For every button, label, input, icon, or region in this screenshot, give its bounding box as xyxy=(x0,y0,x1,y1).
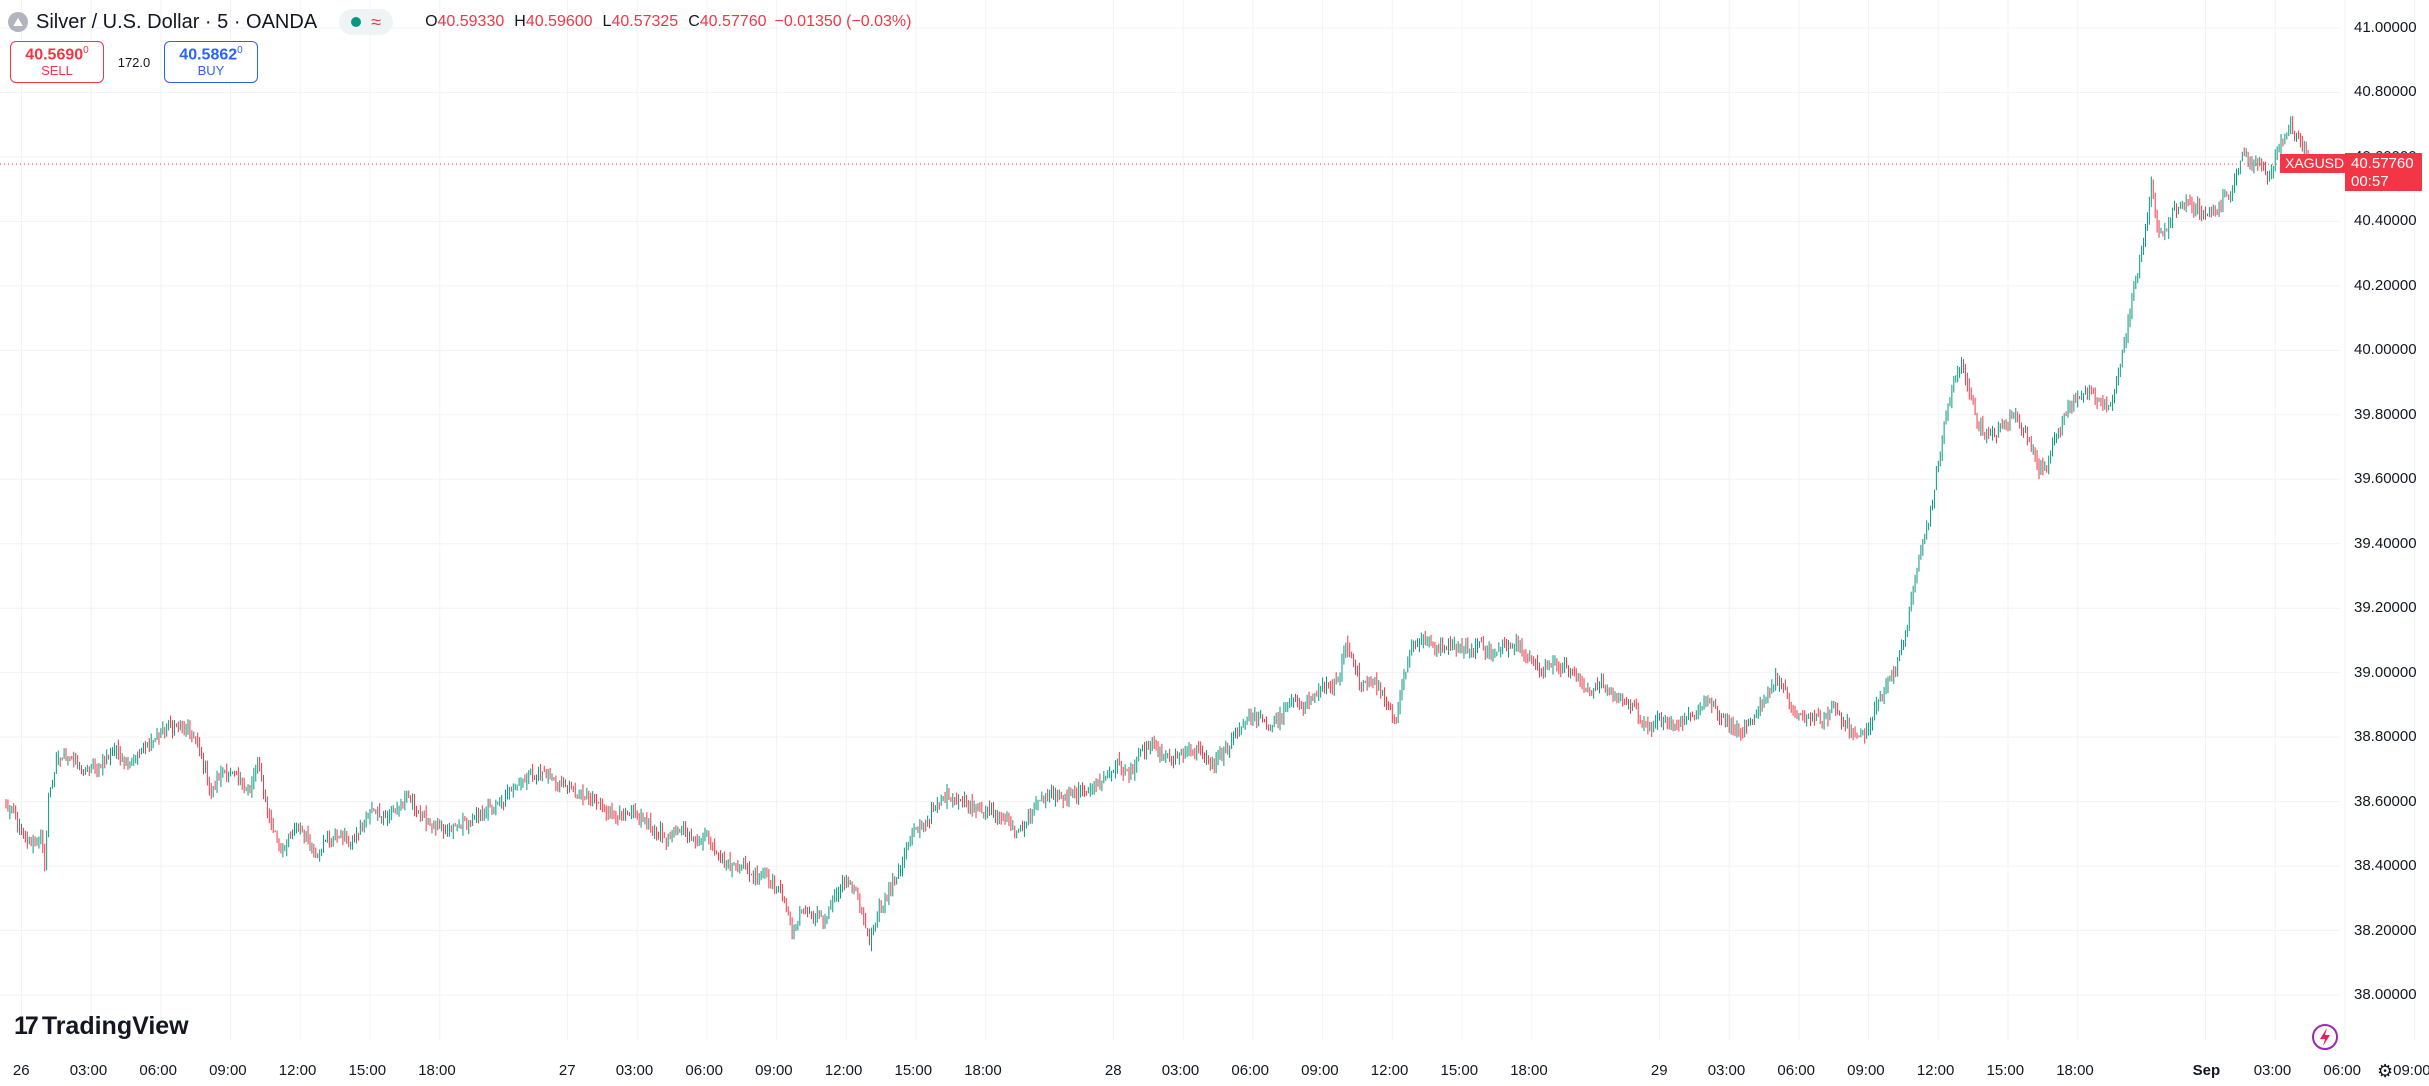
close-label: C xyxy=(688,13,700,30)
time-tick-label: 15:00 xyxy=(1440,1062,1479,1079)
time-tick-label: 12:00 xyxy=(1370,1062,1409,1079)
silver-symbol-icon[interactable]: ⛰ xyxy=(8,12,28,32)
time-tick-label: 06:00 xyxy=(1777,1062,1815,1079)
buy-button[interactable]: 40.58620 BUY xyxy=(164,41,258,83)
open-label: O xyxy=(425,13,438,30)
sell-label: SELL xyxy=(41,63,73,79)
price-tick-label: 40.00000 xyxy=(2354,341,2417,359)
time-tick-label: 03:00 xyxy=(2253,1062,2292,1079)
time-tick-label: 06:00 xyxy=(139,1062,177,1079)
time-tick-label: 15:00 xyxy=(1986,1062,2025,1079)
time-tick-label: 06:00 xyxy=(1231,1062,1269,1079)
time-tick-label: 12:00 xyxy=(1916,1062,1955,1079)
bar-countdown: 00:57 xyxy=(2351,173,2389,190)
price-tick-label: 38.40000 xyxy=(2354,857,2417,875)
price-tick-label: 40.40000 xyxy=(2354,212,2417,230)
last-price-tag: 40.57760 00:57 xyxy=(2345,153,2422,191)
ohlc-readout: O 40.59330 H 40.59600 L 40.57325 C 40.57760 … xyxy=(415,13,911,31)
trade-panel: 40.56900 SELL 172.0 40.58620 BUY xyxy=(10,41,258,83)
time-tick-label: 12:00 xyxy=(278,1062,317,1079)
price-tick-label: 39.20000 xyxy=(2354,599,2417,617)
symbol-header: ⛰ Silver / U.S. Dollar · 5 · OANDA ≈ O 40… xyxy=(8,8,911,36)
time-tick-label: 29 xyxy=(1650,1062,1668,1079)
price-tick-label: 39.60000 xyxy=(2354,470,2417,488)
time-tick-label: 03:00 xyxy=(1707,1062,1746,1079)
candle-series xyxy=(5,115,2313,952)
time-tick-label: 03:00 xyxy=(1161,1062,1200,1079)
time-tick-label: 15:00 xyxy=(348,1062,387,1079)
low-label: L xyxy=(602,13,612,30)
symbol-price-tag: XAGUSD xyxy=(2280,154,2350,173)
market-status-pill[interactable]: ≈ xyxy=(339,9,394,35)
sell-price: 40.56900 xyxy=(25,45,89,64)
symbol-title[interactable]: Silver / U.S. Dollar · 5 · OANDA xyxy=(36,10,318,33)
brand-name: TradingView xyxy=(41,1012,189,1040)
time-tick-label: 12:00 xyxy=(824,1062,863,1079)
time-tick-label: 18:00 xyxy=(964,1062,1002,1079)
time-tick-label: 27 xyxy=(558,1062,576,1079)
low-value: 40.57325 xyxy=(611,13,679,30)
change-value: −0.01350 (−0.03%) xyxy=(774,13,912,30)
price-tick-label: 40.20000 xyxy=(2354,276,2417,294)
time-tick-label: 28 xyxy=(1104,1062,1122,1079)
time-tick-label: 03:00 xyxy=(615,1062,654,1079)
last-price-value: 40.57760 xyxy=(2351,155,2414,172)
price-tick-label: 38.20000 xyxy=(2354,921,2417,939)
market-open-dot-icon xyxy=(351,17,362,27)
sell-button[interactable]: 40.56900 SELL xyxy=(10,41,104,83)
tradingview-logo[interactable]: 17 TradingView xyxy=(14,1012,189,1041)
lightning-icon[interactable] xyxy=(2310,1022,2340,1052)
high-label: H xyxy=(514,13,526,30)
time-tick-label: 26 xyxy=(12,1062,30,1079)
time-tick-label: Sep xyxy=(2192,1062,2221,1079)
high-value: 40.59600 xyxy=(525,13,593,30)
chart-grid xyxy=(0,0,2416,1040)
price-tick-label: 38.80000 xyxy=(2354,728,2417,746)
time-tick-label: 09:00 xyxy=(1301,1062,1339,1079)
time-tick-label: 09:00 xyxy=(2393,1062,2429,1079)
open-value: 40.59330 xyxy=(437,13,505,30)
price-tick-label: 40.80000 xyxy=(2354,83,2417,101)
time-tick-label: 03:00 xyxy=(69,1062,108,1079)
tradingview-logo-icon: 17 xyxy=(14,1012,39,1040)
price-tick-label: 38.60000 xyxy=(2354,792,2417,810)
price-tick-label: 39.40000 xyxy=(2354,534,2417,552)
price-tick-label: 39.80000 xyxy=(2354,405,2417,423)
price-tick-label: 39.00000 xyxy=(2354,663,2417,681)
time-tick-label: 06:00 xyxy=(685,1062,723,1079)
buy-price: 40.58620 xyxy=(179,45,243,64)
wave-icon: ≈ xyxy=(371,11,382,32)
close-value: 40.57760 xyxy=(699,13,767,30)
time-tick-label: 18:00 xyxy=(2056,1062,2094,1079)
time-tick-label: 09:00 xyxy=(1847,1062,1885,1079)
time-tick-label: 09:00 xyxy=(209,1062,247,1079)
spread-value: 172.0 xyxy=(117,54,151,70)
time-tick-label: 18:00 xyxy=(418,1062,456,1079)
price-tick-label: 41.00000 xyxy=(2354,19,2417,36)
time-tick-label: 15:00 xyxy=(894,1062,933,1079)
settings-gear-icon[interactable]: ⚙ xyxy=(2377,1061,2394,1081)
time-tick-label: 06:00 xyxy=(2323,1062,2361,1079)
buy-label: BUY xyxy=(197,63,225,79)
time-tick-label: 09:00 xyxy=(755,1062,793,1079)
time-tick-label: 18:00 xyxy=(1510,1062,1548,1079)
price-tick-label: 38.00000 xyxy=(2354,986,2417,1003)
